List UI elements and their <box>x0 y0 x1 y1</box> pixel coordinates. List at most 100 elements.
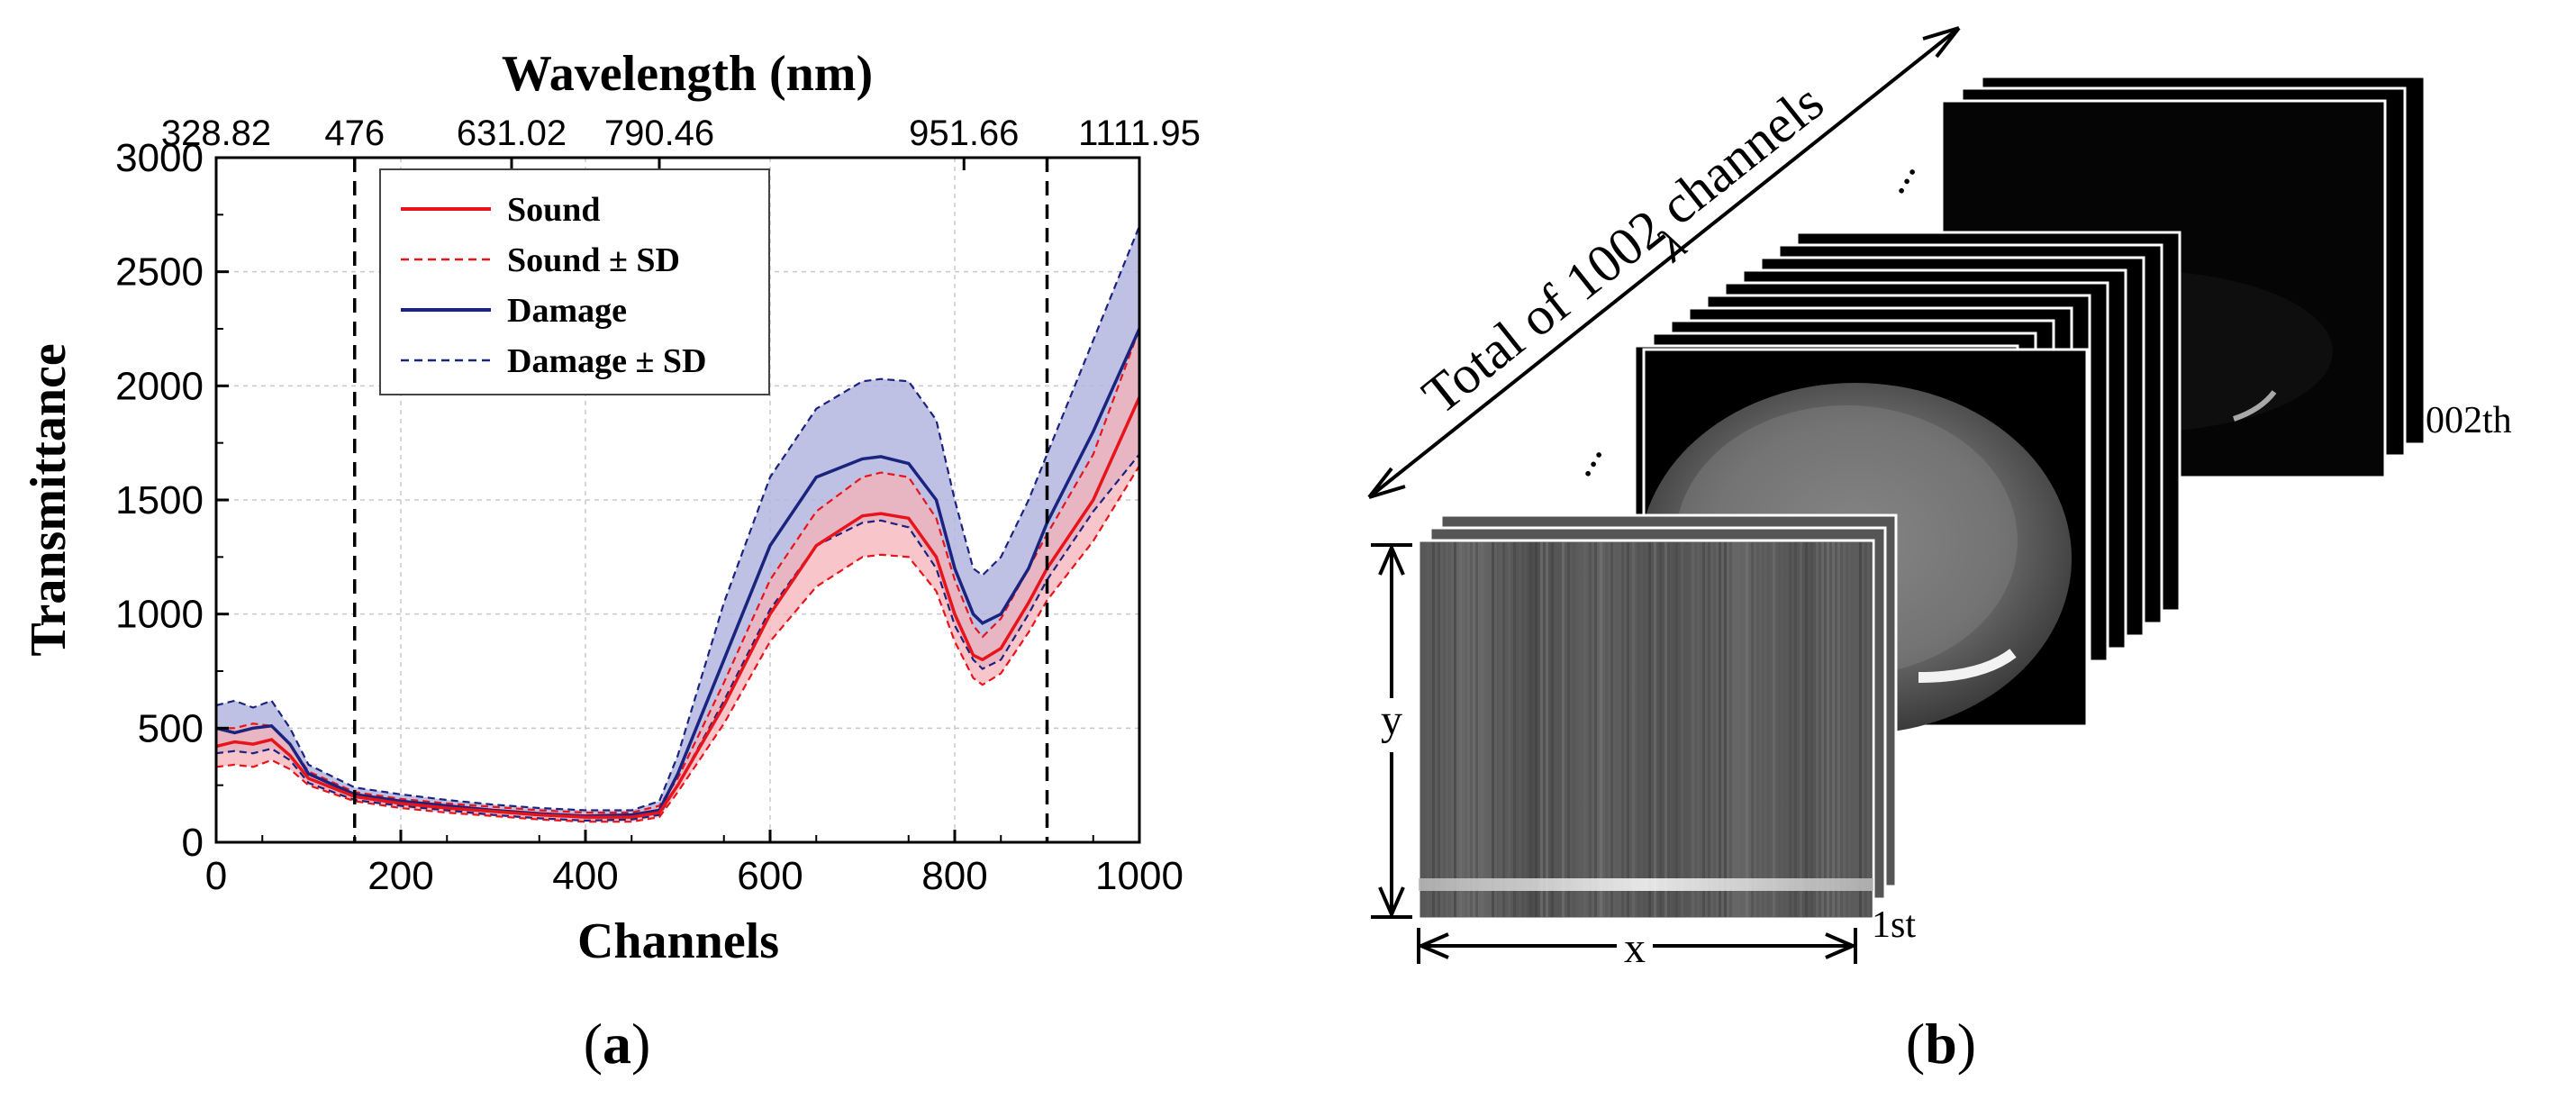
noise-stripe <box>1681 542 1683 917</box>
top-tick-label: 476 <box>324 114 385 153</box>
top-tick-label: 1111.95 <box>1078 114 1201 153</box>
noise-stripe <box>1805 542 1808 917</box>
noise-stripe <box>1589 542 1592 917</box>
noise-stripe <box>1654 542 1656 917</box>
noise-stripe <box>1486 542 1489 917</box>
noise-stripe <box>1610 542 1613 917</box>
noise-stripe <box>1664 542 1667 917</box>
y-tick-label: 1500 <box>115 478 204 522</box>
axis-ticks <box>214 156 1141 844</box>
noise-stripe <box>1583 542 1586 917</box>
noise-stripe <box>1713 542 1716 917</box>
noise-stripe <box>1740 542 1743 917</box>
noise-stripe <box>1551 542 1554 917</box>
noise-stripe <box>1616 542 1619 917</box>
noise-stripe <box>1816 542 1819 917</box>
sd-lower-line-sound <box>216 465 1139 823</box>
noise-stripe <box>1459 542 1462 917</box>
noise-stripe <box>1783 542 1786 917</box>
noise-stripe <box>1702 542 1705 917</box>
noise-stripe <box>1643 542 1646 917</box>
noise-stripe <box>1729 542 1732 917</box>
noise-stripe <box>1724 542 1727 917</box>
noise-stripe <box>1421 542 1424 917</box>
noise-stripe <box>1497 542 1500 917</box>
x-tick-label: 0 <box>205 854 227 898</box>
noise-stripe <box>1508 542 1510 917</box>
noise-stripe <box>1567 542 1570 917</box>
noise-stripe <box>1692 542 1694 917</box>
legend-label-sound-sd: Sound ± SD <box>507 241 680 279</box>
x-tick-label: 200 <box>367 854 433 898</box>
sd-upper-line-damage <box>216 225 1139 812</box>
sd-band-damage <box>216 226 1139 821</box>
series-line-sound <box>216 396 1139 819</box>
ellipsis-back: ... <box>1868 150 1926 202</box>
x-tick-label: 800 <box>921 854 987 898</box>
noise-stripe <box>1848 542 1851 917</box>
top-tick-label: 328.82 <box>161 114 271 153</box>
noise-stripe <box>1594 542 1597 917</box>
noise-stripe <box>1648 542 1651 917</box>
y-dimension-arrow: y <box>1371 543 1412 919</box>
top-tick-label: 951.66 <box>909 114 1019 153</box>
noise-stripe <box>1837 542 1840 917</box>
noise-stripe <box>1513 542 1516 917</box>
panel-a-label: (a) <box>584 1012 651 1076</box>
legend: Sound Sound ± SD Damage Damage ± SD <box>379 168 770 395</box>
y-tick-label: 0 <box>182 821 204 865</box>
noise-stripe <box>1627 542 1629 917</box>
noise-stripe <box>1751 542 1754 917</box>
top-tick-label: 790.46 <box>604 114 714 153</box>
noise-stripe <box>1670 542 1673 917</box>
noise-stripe <box>1735 542 1737 917</box>
legend-box <box>379 168 770 395</box>
y-tick-label: 3000 <box>115 136 204 180</box>
top-axis-title: Wavelength (nm) <box>502 46 873 102</box>
y-tick-label: 2500 <box>115 250 204 295</box>
front-frames: 1st <box>1417 513 1916 946</box>
noise-stripe <box>1432 542 1435 917</box>
noise-stripe <box>1448 542 1451 917</box>
axis-tick-labels: 0 200 400 600 800 1000 0 500 1000 1500 2000 2500 300… <box>115 114 1201 898</box>
vertical-markers <box>353 158 1049 842</box>
noise-stripe <box>1870 542 1873 917</box>
noise-stripe <box>1843 542 1846 917</box>
noise-stripe <box>1529 542 1532 917</box>
noise-stripe <box>1492 542 1494 917</box>
noise-stripe <box>1827 542 1829 917</box>
panel-b-image-stack: 1002th ... ... 1s <box>1367 26 2512 1076</box>
series-line-damage <box>216 328 1139 818</box>
noise-stripe <box>1438 542 1440 917</box>
noise-stripe <box>1810 542 1813 917</box>
top-tick-label: 631.02 <box>457 114 567 153</box>
noise-stripe <box>1832 542 1835 917</box>
noise-stripe <box>1578 542 1581 917</box>
noise-stripe <box>1546 542 1548 917</box>
panel-a-chart: 0 200 400 600 800 1000 0 500 1000 1500 2000 2500 300… <box>21 46 1201 1076</box>
noise-stripe <box>1686 542 1689 917</box>
noise-stripe <box>1621 542 1624 917</box>
noise-stripe <box>1767 542 1770 917</box>
noise-stripe <box>1524 542 1527 917</box>
noise-stripe <box>1773 542 1775 917</box>
noise-stripe <box>1600 542 1602 917</box>
noise-stripe <box>1605 542 1608 917</box>
noise-stripe <box>1659 542 1662 917</box>
noise-stripe <box>1756 542 1759 917</box>
noise-stripe <box>1746 542 1748 917</box>
noise-stripe <box>1762 542 1764 917</box>
noise-stripe <box>1789 542 1791 917</box>
noise-stripe <box>1470 542 1473 917</box>
last-frame-label: 1002th <box>2407 400 2512 441</box>
noise-stripe <box>1859 542 1862 917</box>
legend-label-damage: Damage <box>507 292 627 330</box>
noise-stripe <box>1854 542 1856 917</box>
noise-stripe <box>1535 542 1537 917</box>
x-tick-label: 400 <box>552 854 618 898</box>
x-tick-label: 600 <box>737 854 803 898</box>
noise-stripe <box>1800 542 1802 917</box>
y-tick-label: 2000 <box>115 364 204 408</box>
noise-stripe <box>1540 542 1543 917</box>
